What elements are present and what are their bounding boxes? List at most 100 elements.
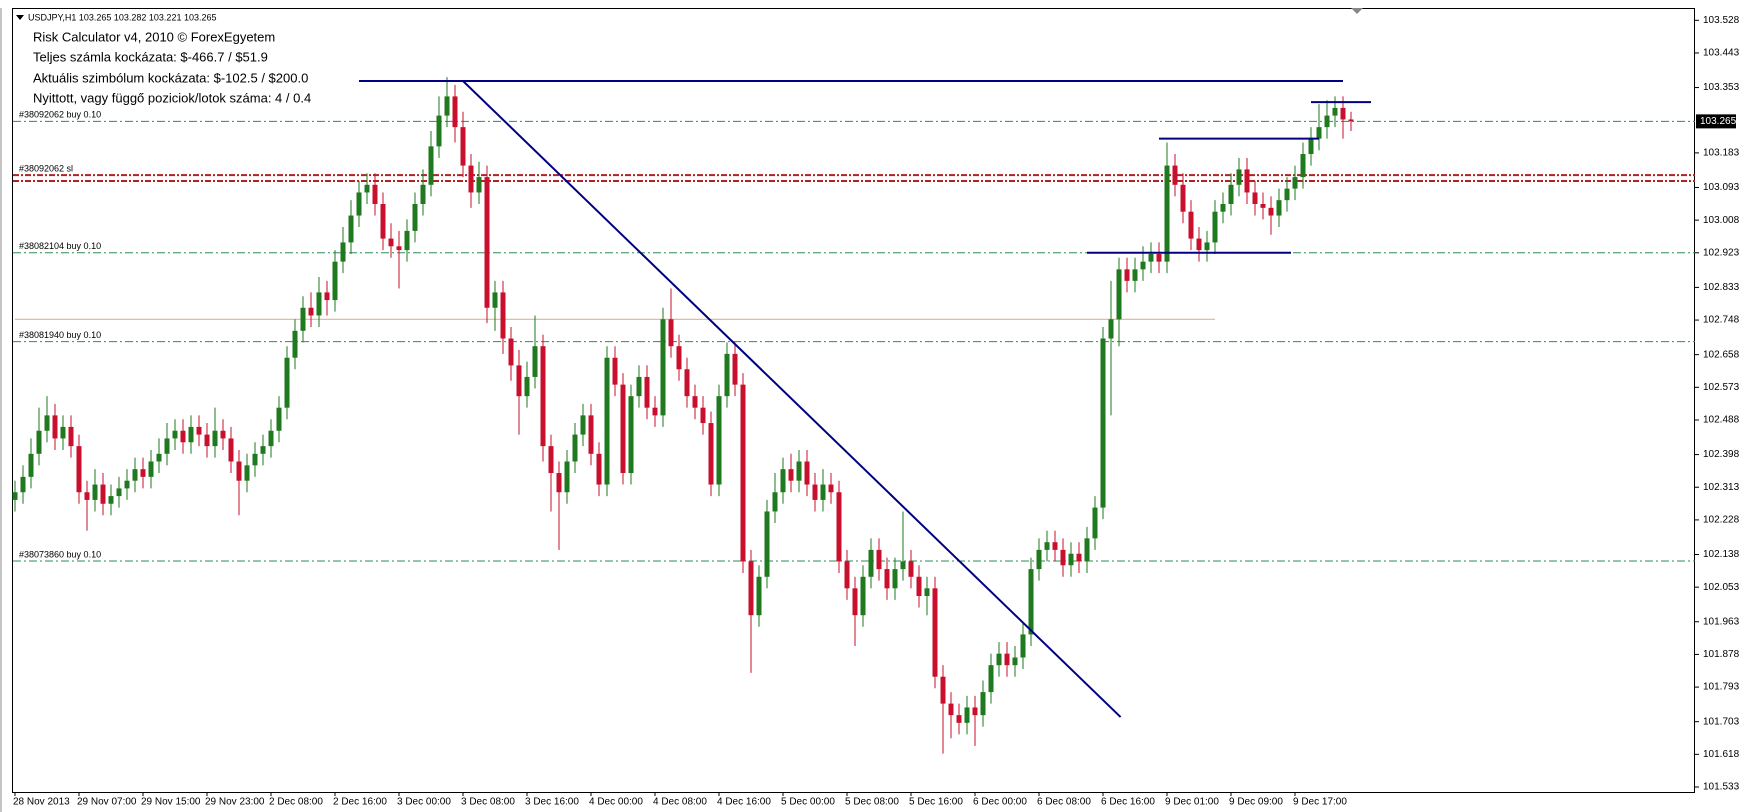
candle-body [444, 96, 450, 116]
candle-body [1116, 269, 1122, 320]
candle-body [188, 426, 194, 443]
candle-body [1044, 542, 1050, 550]
plot-frame [12, 8, 1695, 793]
candle-body [140, 469, 146, 477]
candle-body [316, 292, 322, 316]
price-marker [1696, 114, 1736, 129]
candle-body [132, 469, 138, 481]
candle-body [396, 246, 402, 251]
symbol-arrow [16, 15, 24, 20]
candle-body [1348, 119, 1354, 122]
candle-body [1036, 549, 1042, 570]
candle-body [700, 407, 706, 424]
candle-body [644, 376, 650, 408]
candle-body [292, 330, 298, 358]
candle-body [676, 346, 682, 370]
candle-body [1220, 204, 1226, 212]
candle-body [228, 438, 234, 462]
candle-body [1028, 569, 1034, 635]
candle-body [1124, 269, 1130, 281]
scroll-marker [1351, 8, 1363, 14]
candle-body [740, 384, 746, 562]
x-tick-label: 6 Dec 00:00 [973, 797, 1027, 808]
order-label: #38081940 buy 0.10 [19, 330, 101, 340]
candle-body [628, 396, 634, 474]
candle-body [476, 177, 482, 193]
x-tick-label: 2 Dec 08:00 [269, 797, 323, 808]
candle-body [212, 430, 218, 447]
y-tick-label: 103.353 [1703, 82, 1739, 93]
candle-body [988, 665, 994, 693]
candle-body [892, 569, 898, 589]
y-tick-label: 101.618 [1703, 749, 1739, 760]
candle-body [932, 588, 938, 677]
candle-body [756, 576, 762, 616]
candle-body [236, 461, 242, 481]
candle-body [956, 715, 962, 723]
info-line: Nyittott, vagy függő poziciok/lotok szám… [33, 90, 311, 105]
candle-body [716, 396, 722, 485]
candle-body [1268, 207, 1274, 216]
candle-body [1172, 165, 1178, 185]
candle-body [1132, 269, 1138, 281]
candle-body [548, 446, 554, 474]
candle-body [1284, 188, 1290, 201]
trendline [462, 80, 1122, 718]
candle-body [36, 430, 42, 454]
candle-body [876, 549, 882, 570]
candle-body [660, 319, 666, 416]
candle-body [1300, 154, 1306, 178]
order-label: #38073860 buy 0.10 [19, 549, 101, 559]
candle-body [692, 396, 698, 408]
candle-body [404, 230, 410, 251]
candle-body [1260, 204, 1266, 208]
y-tick-label: 102.833 [1703, 282, 1739, 293]
candle-body [580, 415, 586, 435]
candle-body [972, 707, 978, 716]
candle-body [788, 469, 794, 481]
candle-body [1156, 253, 1162, 262]
candle-body [124, 480, 130, 489]
candle-body [164, 438, 170, 454]
y-tick-label: 102.053 [1703, 582, 1739, 593]
x-tick-label: 4 Dec 16:00 [717, 797, 771, 808]
candle-body [596, 453, 602, 485]
candle-body [148, 461, 154, 477]
candle-body [1020, 634, 1026, 658]
x-tick-label: 6 Dec 16:00 [1101, 797, 1155, 808]
y-tick-label: 103.183 [1703, 148, 1739, 159]
y-tick-label: 102.228 [1703, 515, 1739, 526]
candle-body [204, 434, 210, 447]
candle-body [884, 569, 890, 589]
x-tick-label: 2 Dec 16:00 [333, 797, 387, 808]
candle-body [652, 407, 658, 416]
candle-body [748, 561, 754, 616]
candle-body [92, 484, 98, 500]
x-tick-label: 3 Dec 00:00 [397, 797, 451, 808]
candle-body [244, 465, 250, 481]
y-tick-label: 102.313 [1703, 482, 1739, 493]
candle-body [732, 353, 738, 385]
candle-body [556, 473, 562, 493]
candle-body [812, 484, 818, 500]
candle-body [1244, 169, 1250, 193]
x-tick-label: 4 Dec 08:00 [653, 797, 707, 808]
candle-body [172, 430, 178, 439]
candle-body [68, 426, 74, 447]
x-tick-label: 5 Dec 00:00 [781, 797, 835, 808]
candle-body [268, 430, 274, 447]
candle-body [1332, 107, 1338, 116]
candle-body [604, 357, 610, 485]
y-tick-label: 102.573 [1703, 382, 1739, 393]
candle-body [1084, 538, 1090, 562]
candle-body [340, 242, 346, 262]
candle-body [1316, 127, 1322, 139]
candle-body [100, 484, 106, 504]
candle-body [524, 376, 530, 397]
candle-body [780, 469, 786, 493]
candle-body [44, 415, 50, 431]
candle-body [500, 292, 506, 339]
candle-body [1092, 507, 1098, 539]
x-tick-label: 5 Dec 16:00 [909, 797, 963, 808]
